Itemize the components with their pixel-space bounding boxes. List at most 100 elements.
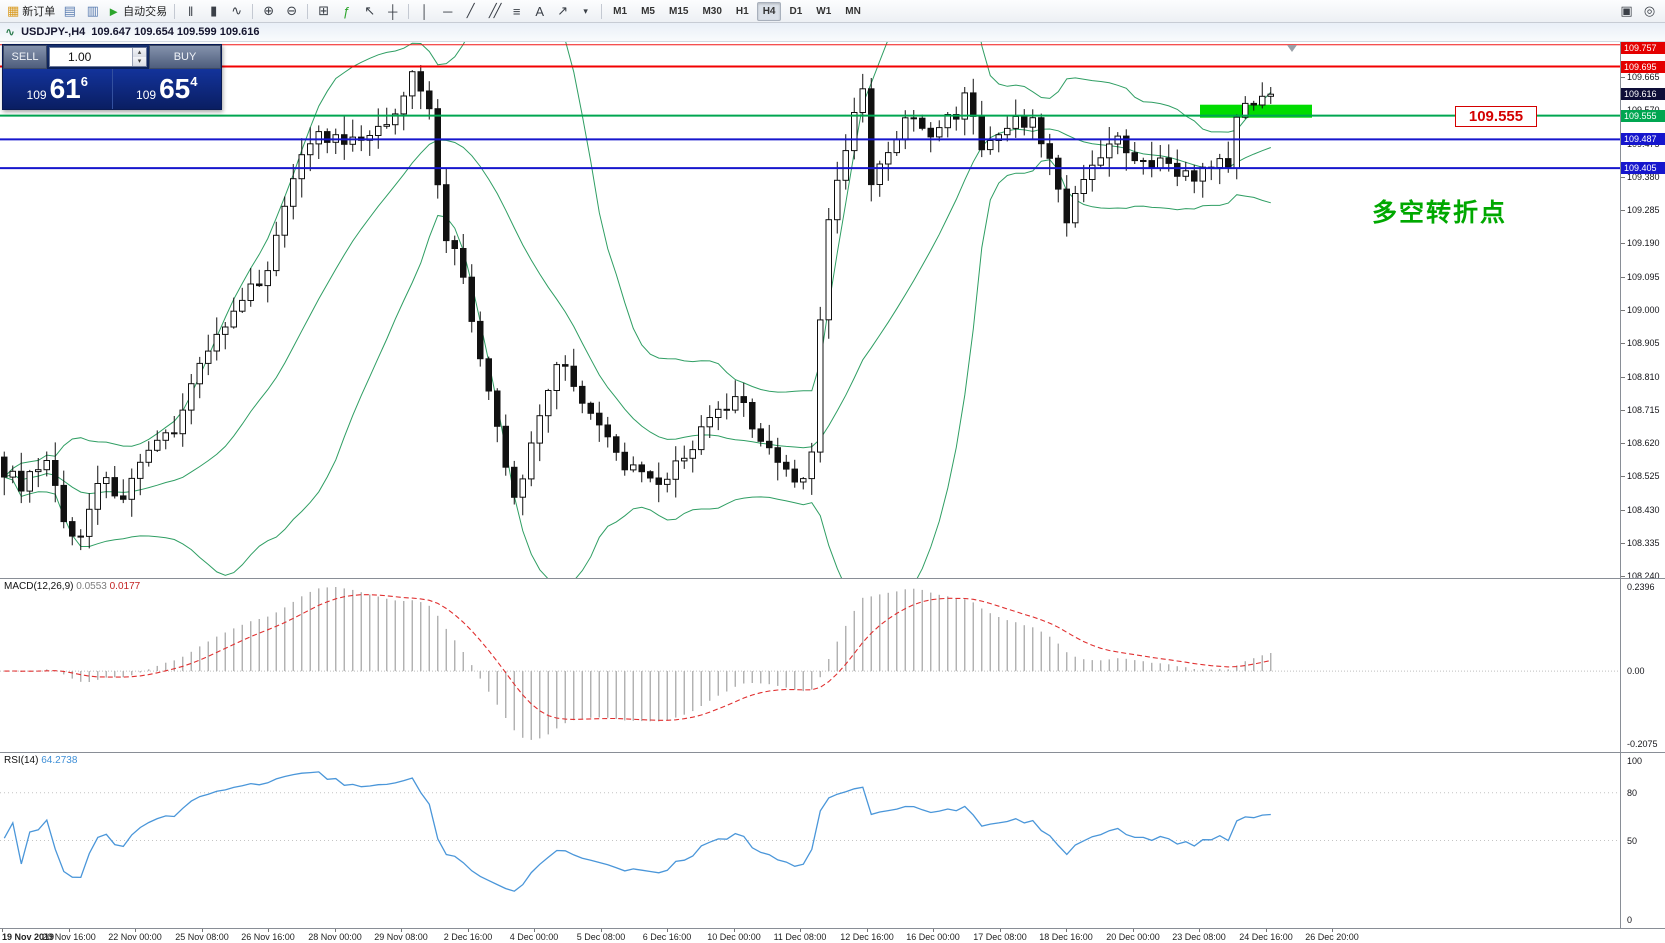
- profiles-button[interactable]: ▥: [81, 1, 104, 21]
- price-tick-mark: [1621, 543, 1625, 544]
- sell-price-button[interactable]: 109 61 6: [3, 69, 113, 109]
- time-tick-mark: [1133, 929, 1134, 932]
- new-order-button[interactable]: ▦ 新订单: [4, 1, 58, 21]
- buy-price-button[interactable]: 109 65 4: [113, 69, 222, 109]
- sell-price-big: 61: [49, 73, 81, 104]
- timeframe-m15-button[interactable]: M15: [668, 5, 689, 17]
- toolbar-separator: [307, 3, 309, 19]
- lot-increase-button[interactable]: ▴: [133, 48, 146, 57]
- price-tick-mark: [1621, 410, 1625, 411]
- price-tick-label: 108.240: [1627, 571, 1660, 578]
- charts-button[interactable]: ▤: [58, 1, 81, 21]
- time-label: 11 Dec 08:00: [773, 932, 827, 942]
- price-tick-mark: [1621, 77, 1625, 78]
- cursor-tool-icon: ↖: [364, 3, 376, 18]
- profiles-icon: ▥: [86, 3, 99, 18]
- autotrading-button[interactable]: ► 自动交易: [104, 1, 170, 21]
- time-tick-mark: [734, 929, 735, 932]
- price-tick-label: 108.525: [1627, 471, 1660, 481]
- time-label: 6 Dec 16:00: [642, 932, 692, 942]
- cursor-tool-button[interactable]: ↖: [358, 1, 381, 21]
- price-chart-svg: [0, 42, 1620, 578]
- price-tick-label: 108.620: [1627, 438, 1660, 448]
- price-level-callout[interactable]: 109.555: [1455, 106, 1537, 127]
- price-tick-mark: [1621, 576, 1625, 577]
- time-tick-mark: [534, 929, 535, 932]
- horizontal-line-tool-button[interactable]: ─: [436, 1, 459, 21]
- candles: [1, 65, 1274, 551]
- time-tick-mark: [1266, 929, 1267, 932]
- line-chart-type-button[interactable]: ∿: [225, 1, 248, 21]
- timeframe-d1-button[interactable]: D1: [789, 5, 803, 17]
- price-axis[interactable]: 109.665109.570109.475109.380109.285109.1…: [1620, 42, 1665, 578]
- community-button[interactable]: ▣: [1615, 1, 1638, 21]
- turning-point-annotation[interactable]: 多空转折点: [1372, 199, 1508, 227]
- price-tick-label: 109.380: [1627, 172, 1660, 182]
- crosshair-tool-icon: ┼: [388, 3, 398, 19]
- buy-label-button[interactable]: BUY: [149, 45, 221, 69]
- vertical-line-tool-button[interactable]: │: [413, 1, 436, 21]
- sell-label-button[interactable]: SELL: [3, 45, 47, 69]
- timeframe-m30-button[interactable]: M30: [702, 5, 722, 17]
- macd-svg: [0, 587, 1620, 740]
- time-label: 26 Dec 20:00: [1305, 932, 1359, 942]
- time-tick-mark: [69, 929, 70, 932]
- macd-axis: 0.2396 0.00 -0.2075: [1620, 578, 1665, 752]
- line-chart-type-icon: ∿: [231, 3, 243, 18]
- lot-decrease-button[interactable]: ▾: [133, 57, 146, 66]
- time-tick-mark: [1199, 929, 1200, 932]
- timeframe-m1-button[interactable]: M1: [613, 5, 628, 17]
- channel-tool-icon: ╱╱: [488, 3, 502, 18]
- current-price-tag: 109.616: [1621, 88, 1665, 100]
- time-tick-mark: [268, 929, 269, 932]
- channel-tool-button[interactable]: ╱╱: [482, 1, 505, 21]
- chart-window: ∿ USDJPY-,H4 109.647 109.654 109.599 109…: [0, 23, 1665, 943]
- arrows-tool-icon: ↗: [557, 3, 569, 18]
- macd-panel[interactable]: MACD(12,26,9) 0.0553 0.0177: [0, 578, 1620, 752]
- time-label: 20 Dec 00:00: [1106, 932, 1160, 942]
- timeframe-h4-button[interactable]: H4: [756, 1, 782, 21]
- bar-chart-type-icon: ‖: [187, 3, 194, 19]
- crosshair-tool-button[interactable]: ┼: [381, 1, 404, 21]
- timeframe-w1-button[interactable]: W1: [816, 5, 832, 17]
- toolbar-separator: [601, 3, 603, 19]
- macd-signal-line: [4, 594, 1271, 721]
- tile-windows-button[interactable]: ⊞: [312, 1, 335, 21]
- zoom-in-button[interactable]: ⊕: [257, 1, 280, 21]
- text-tool-button[interactable]: A: [528, 1, 551, 21]
- time-tick-mark: [1332, 929, 1333, 932]
- time-tick-mark: [800, 929, 801, 932]
- indicators-button[interactable]: ƒ: [335, 1, 358, 21]
- price-tick-label: 108.430: [1627, 505, 1660, 515]
- price-chart-plot[interactable]: SELL 1.00 ▴ ▾ BUY 109 61 6: [0, 42, 1620, 578]
- timeframe-mn-button[interactable]: MN: [845, 5, 861, 17]
- lot-size-field[interactable]: 1.00 ▴ ▾: [49, 47, 147, 67]
- time-label: 24 Dec 16:00: [1239, 932, 1293, 942]
- trendline-tool-button[interactable]: ╱: [459, 1, 482, 21]
- text-tool-icon: A: [535, 3, 544, 19]
- search-button[interactable]: ◎: [1638, 1, 1661, 21]
- price-tick-mark: [1621, 210, 1625, 211]
- bar-chart-type-button[interactable]: ‖: [179, 1, 202, 21]
- price-tick-label: 109.285: [1627, 205, 1660, 215]
- timeframe-h1-button[interactable]: H1: [735, 5, 749, 17]
- timeframe-m5-button[interactable]: M5: [641, 5, 655, 17]
- lot-spinner: ▴ ▾: [132, 48, 146, 66]
- rsi-label: RSI(14) 64.2738: [4, 755, 77, 766]
- arrows-tool-button[interactable]: ↗: [551, 1, 574, 21]
- highlight-rectangle[interactable]: [1200, 104, 1312, 118]
- fibonacci-tool-button[interactable]: ≡: [505, 1, 528, 21]
- shapes-dropdown-button[interactable]: ▾: [574, 1, 597, 21]
- price-tick-mark: [1621, 177, 1625, 178]
- time-label: 16 Dec 00:00: [906, 932, 960, 942]
- zoom-out-button[interactable]: ⊖: [280, 1, 303, 21]
- time-axis[interactable]: 19 Nov 2019 20 Nov 16:00 22 Nov 00:00 25 No…: [0, 928, 1665, 943]
- autotrading-icon: ►: [107, 3, 121, 19]
- trendline-tool-icon: ╱: [466, 3, 475, 18]
- price-tick-label: 109.665: [1627, 72, 1660, 82]
- rsi-panel[interactable]: RSI(14) 64.2738: [0, 752, 1620, 928]
- candlestick-chart-type-button[interactable]: ▮: [202, 1, 225, 21]
- buy-price-sup: 4: [190, 74, 198, 89]
- time-tick-mark: [1000, 929, 1001, 932]
- price-tick-label: 108.715: [1627, 405, 1660, 415]
